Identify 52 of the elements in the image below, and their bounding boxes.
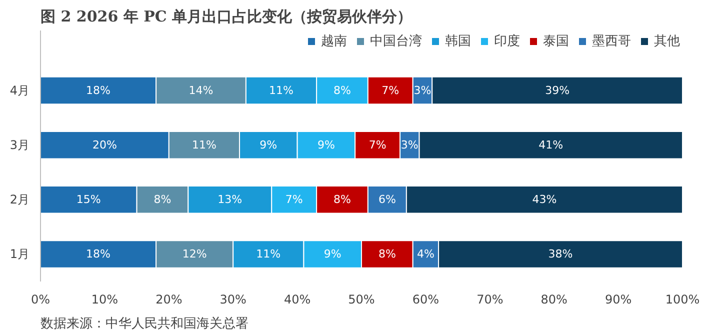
data-label: 12% <box>182 248 207 261</box>
x-tick-label: 40% <box>284 292 311 306</box>
y-tick-label: 1月 <box>10 247 30 262</box>
x-tick-label: 30% <box>220 292 246 306</box>
x-tick-label: 90% <box>604 292 632 306</box>
data-label: 9% <box>260 138 278 152</box>
data-label: 3% <box>400 138 418 152</box>
data-label: 8% <box>378 248 396 261</box>
data-label: 11% <box>256 248 281 261</box>
data-label: 6% <box>378 193 396 206</box>
x-tick-label: 70% <box>476 292 504 306</box>
data-label: 13% <box>218 193 242 206</box>
x-tick-label: 20% <box>156 292 182 306</box>
data-label: 7% <box>368 138 386 152</box>
data-label: 15% <box>76 193 101 206</box>
chart-title: 图 2 2026 年 PC 单月出口占比变化（按贸易伙伴分） <box>40 8 412 26</box>
legend-label: 越南 <box>321 33 347 50</box>
data-label: 9% <box>324 248 342 261</box>
data-label: 18% <box>86 84 111 98</box>
data-label: 11% <box>269 84 294 98</box>
legend-label: 中国台湾 <box>370 33 422 50</box>
x-tick-label: 80% <box>540 292 568 306</box>
legend-label: 韩国 <box>445 33 471 50</box>
x-tick-label: 60% <box>412 292 440 306</box>
data-label: 3% <box>414 84 432 98</box>
data-label: 20% <box>92 138 117 152</box>
x-tick-label: 100% <box>665 292 700 306</box>
data-label: 14% <box>188 84 214 98</box>
x-tick-label: 10% <box>91 292 118 306</box>
legend-label: 其他 <box>654 33 680 50</box>
data-label: 8% <box>334 193 351 206</box>
data-label: 41% <box>538 138 564 152</box>
data-label: 7% <box>285 193 303 206</box>
data-label: 43% <box>532 193 557 206</box>
data-label: 39% <box>545 84 570 98</box>
x-tick-label: 50% <box>348 292 375 306</box>
source-note: 数据来源：中华人民共和国海关总署 <box>40 316 248 332</box>
legend-label: 印度 <box>494 33 520 50</box>
data-label: 8% <box>154 193 172 206</box>
data-label: 7% <box>382 84 400 98</box>
y-tick-label: 4月 <box>10 84 30 98</box>
data-label: 4% <box>416 248 434 261</box>
legend-label: 墨西哥 <box>592 33 631 50</box>
legend-label: 泰国 <box>543 33 569 50</box>
y-tick-label: 2月 <box>10 192 30 207</box>
x-tick-label: 0% <box>30 292 50 306</box>
y-tick-label: 3月 <box>10 138 30 152</box>
data-label: 9% <box>317 138 335 152</box>
data-label: 18% <box>86 248 111 261</box>
data-label: 11% <box>192 138 216 152</box>
data-label: 38% <box>548 248 573 261</box>
data-label: 8% <box>334 84 351 98</box>
